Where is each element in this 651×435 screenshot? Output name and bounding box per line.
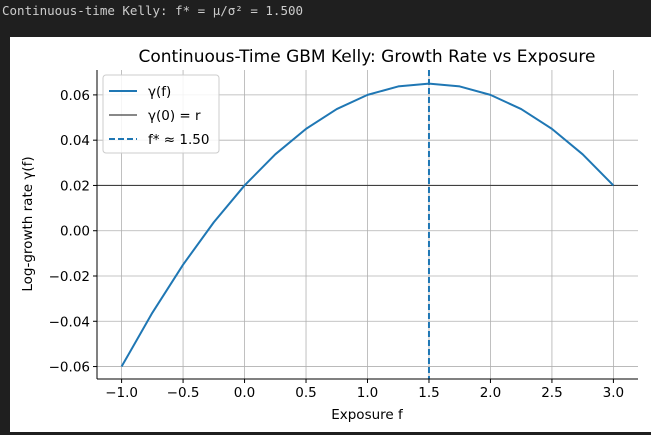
figure-panel: −1.0 −0.5 0.0 0.5 1.0 1.5 2.0 2.5 3.0 −0.06 −0.04 −… — [10, 37, 651, 432]
x-tick-label: 1.5 — [418, 385, 439, 401]
chart-title: Continuous-Time GBM Kelly: Growth Rate v… — [138, 47, 595, 67]
x-axis-label: Exposure f — [331, 407, 404, 423]
legend-label-curve: γ(f) — [148, 84, 171, 100]
x-tick-label: 0.0 — [234, 385, 255, 401]
growth-rate-chart: −1.0 −0.5 0.0 0.5 1.0 1.5 2.0 2.5 3.0 −0.06 −0.04 −… — [20, 47, 638, 423]
x-tick-label: 2.5 — [541, 385, 562, 401]
y-tick-label: −0.06 — [49, 360, 90, 376]
x-tick-label: −0.5 — [167, 385, 200, 401]
legend-label-kelly: f* ≈ 1.50 — [148, 132, 209, 148]
y-tick-label: 0.06 — [60, 88, 90, 104]
legend-box — [102, 74, 220, 154]
y-tick-label: 0.00 — [60, 224, 90, 240]
y-tick-label: −0.04 — [49, 314, 90, 330]
x-tick-label: 2.0 — [480, 385, 501, 401]
y-tick-label: 0.02 — [60, 178, 90, 194]
series-lines — [97, 70, 638, 379]
x-tick-label: 1.0 — [357, 385, 378, 401]
y-tick-label: −0.02 — [49, 269, 90, 285]
legend: γ(f) γ(0) = r f* ≈ 1.50 — [102, 74, 220, 154]
x-tick-label: 0.5 — [295, 385, 316, 401]
ticks: −1.0 −0.5 0.0 0.5 1.0 1.5 2.0 2.5 3.0 −0.06 −0.04 −… — [49, 88, 625, 401]
y-axis-label: Log-growth rate γ(f) — [20, 156, 36, 291]
legend-label-baseline: γ(0) = r — [148, 108, 201, 124]
y-tick-label: 0.04 — [60, 133, 90, 149]
x-tick-label: −1.0 — [105, 385, 138, 401]
x-tick-label: 3.0 — [603, 385, 624, 401]
console-output-line: Continuous-time Kelly: f* = μ/σ² = 1.500 — [2, 3, 304, 18]
growth-curve — [120, 82, 615, 368]
